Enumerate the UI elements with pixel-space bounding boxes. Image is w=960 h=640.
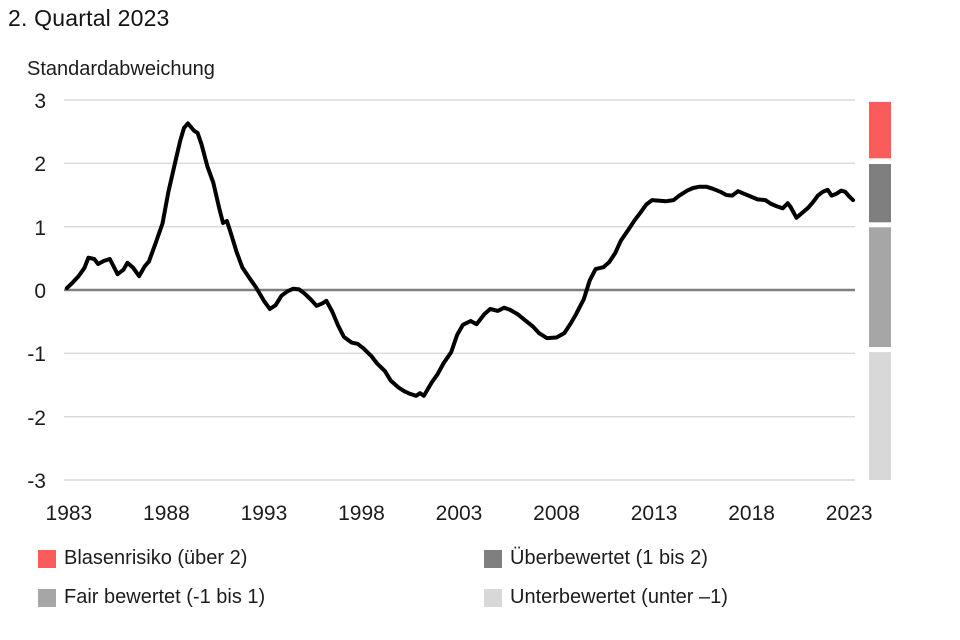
- legend-label-undervalued: Unterbewertet (unter –1): [510, 586, 728, 608]
- dark-gray-swatch-icon: [484, 549, 502, 568]
- y-tick-label: -3: [27, 470, 46, 493]
- zone-bar-0: [869, 101, 891, 159]
- red-swatch-icon: [38, 549, 56, 568]
- x-tick-label: 1993: [240, 502, 288, 525]
- page-title: 2. Quartal 2023: [8, 5, 170, 31]
- x-tick-label: 2008: [533, 502, 580, 525]
- y-tick-label: 1: [34, 216, 46, 240]
- x-tick-label: 1983: [45, 502, 93, 525]
- chart-legend: Blasenrisiko (über 2) Überbewertet (1 bi…: [38, 547, 938, 608]
- zone-bar-1: [869, 164, 891, 223]
- y-tick-label: -2: [27, 406, 46, 430]
- x-tick-label: 2023: [825, 502, 873, 525]
- zone-bar-2: [869, 227, 891, 347]
- x-tick-label: 2003: [435, 502, 483, 525]
- light-gray-swatch-icon: [484, 588, 502, 607]
- bubble-index-line: [64, 121, 855, 398]
- legend-item-undervalued: Unterbewertet (unter –1): [484, 586, 938, 608]
- line-chart-plot: [64, 99, 891, 481]
- x-tick-label: 1988: [143, 502, 190, 525]
- legend-label-bubble-risk: Blasenrisiko (über 2): [64, 547, 248, 569]
- x-axis-ticks: 1983 1988 1993 1998 2003 2008 2013 2018 2023: [0, 502, 960, 530]
- zone-bar-3: [869, 352, 891, 480]
- y-tick-label: 3: [34, 90, 46, 113]
- legend-item-overvalued: Überbewertet (1 bis 2): [484, 547, 938, 569]
- x-tick-label: 2018: [728, 502, 775, 525]
- y-axis-label: Standardabweichung: [27, 58, 215, 80]
- y-tick-label: 0: [34, 280, 46, 303]
- legend-item-bubble-risk: Blasenrisiko (über 2): [38, 547, 484, 569]
- y-tick-label: 2: [34, 153, 46, 177]
- legend-item-fair-valued: Fair bewertet (-1 bis 1): [38, 586, 484, 608]
- legend-label-fair-valued: Fair bewertet (-1 bis 1): [64, 586, 266, 608]
- y-tick-label: -1: [27, 343, 46, 367]
- x-tick-label: 1998: [338, 502, 385, 525]
- legend-label-overvalued: Überbewertet (1 bis 2): [510, 547, 708, 569]
- x-tick-label: 2013: [630, 502, 678, 525]
- mid-gray-swatch-icon: [38, 588, 56, 607]
